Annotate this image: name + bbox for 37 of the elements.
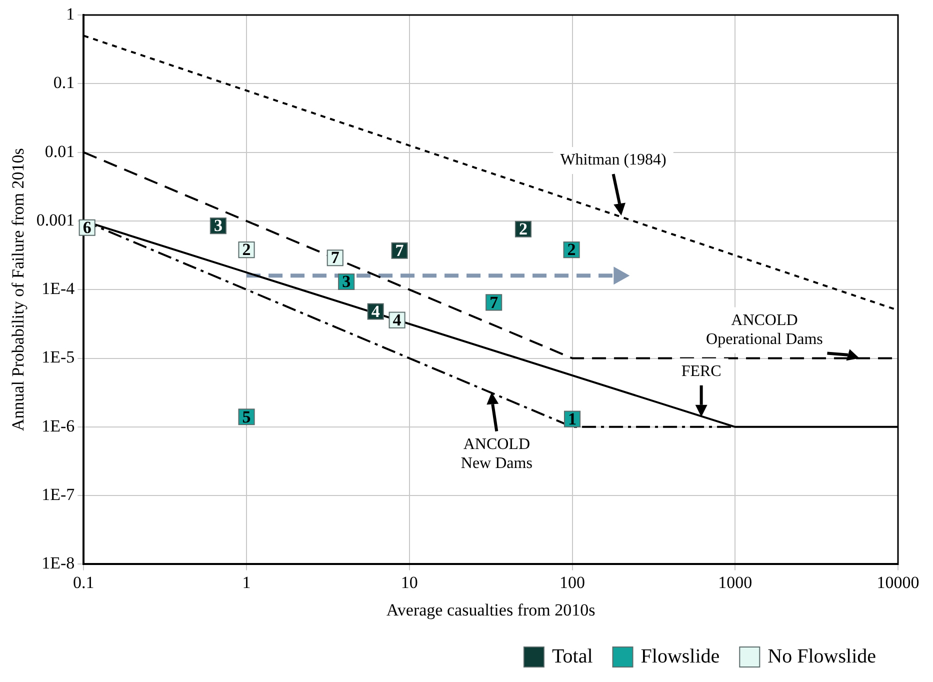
x-tick-label: 0.1 [73, 572, 94, 592]
annotation: 7 [330, 248, 340, 268]
annotation: Whitman (1984) [560, 152, 666, 169]
annotation: 7 [395, 240, 404, 260]
y-tick-label: 1E-7 [42, 485, 76, 504]
y-tick-label: 1E-4 [42, 279, 76, 298]
y-tick-label: 1E-5 [42, 348, 75, 367]
annotation: 4 [371, 302, 380, 321]
annotation: 3 [214, 216, 222, 236]
y-tick-label: 1E-6 [42, 416, 75, 436]
x-axis-title: Average casualties from 2010s [386, 600, 596, 620]
legend-label: Total [552, 645, 594, 668]
annotation: 1 [568, 409, 577, 428]
annotation: 2 [242, 240, 251, 260]
annotation: 7 [490, 292, 499, 312]
legend-label: No Flowslide [768, 645, 876, 668]
annotation: ANCOLD Operational Dams [706, 312, 823, 348]
x-tick-label: 10000 [876, 572, 920, 592]
x-tick-label: 10 [400, 572, 418, 592]
x-tick-label: 100 [560, 572, 586, 592]
y-tick-label: 0.01 [44, 142, 75, 161]
annotation: 2 [518, 220, 528, 239]
annotation: FERC [681, 363, 722, 380]
legend-label: Flowslide [640, 645, 720, 668]
annotation: 4 [392, 310, 402, 330]
y-tick-label: 1 [66, 4, 75, 24]
y-axis-title: Annual Probability of Failure from 2010s [8, 148, 28, 432]
y-tick-label: 0.1 [53, 73, 75, 92]
annotation: 6 [82, 218, 92, 237]
annotation: 3 [342, 272, 351, 292]
x-tick-label: 1 [242, 572, 251, 592]
annotation: 5 [242, 407, 251, 426]
annotation: 2 [567, 240, 576, 260]
y-tick-label: 0.001 [36, 210, 75, 230]
annotation: ANCOLD New Dams [460, 436, 532, 472]
x-tick-label: 1000 [718, 572, 752, 592]
y-tick-label: 1E-8 [42, 554, 75, 573]
